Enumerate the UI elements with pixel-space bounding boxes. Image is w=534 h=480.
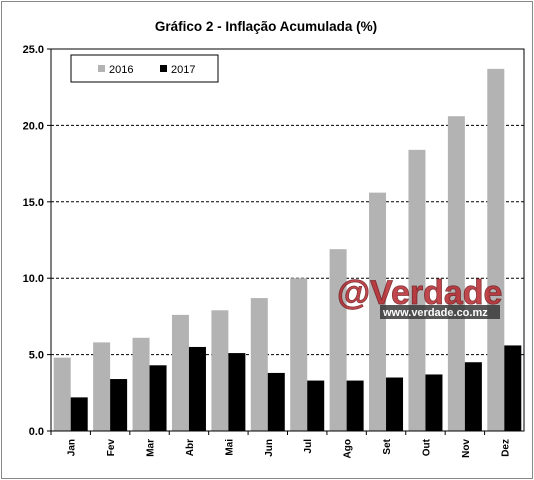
y-tick-label: 20.0 bbox=[23, 120, 44, 132]
watermark-url-band bbox=[380, 305, 500, 319]
x-tick-label: Mar bbox=[146, 439, 157, 457]
bar-2016-abr bbox=[171, 314, 189, 431]
x-tick-label: Dez bbox=[500, 439, 511, 457]
grid-lines bbox=[51, 124, 524, 356]
x-tick-labels: Jan Fev Mar Abr Mai Jun Jul Ago Set Out Nov Dez bbox=[50, 431, 511, 458]
x-tick-label: Set bbox=[382, 438, 393, 454]
bar-2017-abr bbox=[188, 346, 206, 431]
watermark-url: www.verdade.co.mz bbox=[382, 307, 488, 319]
bar-2017-jul bbox=[307, 380, 325, 431]
bar-2017-nov bbox=[464, 362, 482, 431]
bar-2017-ago bbox=[346, 380, 364, 431]
x-tick-label: Fev bbox=[106, 439, 117, 457]
bar-2017-jun bbox=[267, 372, 285, 431]
bar-2017-fev bbox=[110, 379, 128, 431]
bars bbox=[53, 68, 522, 432]
watermark: @Verdade www.verdade.co.mz bbox=[337, 274, 503, 319]
bar-2016-jul bbox=[290, 278, 308, 431]
bar-2016-set bbox=[369, 192, 387, 431]
bar-2016-fev bbox=[93, 342, 111, 431]
bar-2016-out bbox=[408, 149, 426, 431]
bar-2016-mai bbox=[211, 310, 229, 431]
legend-swatch-2016 bbox=[98, 65, 105, 72]
y-tick-label: 10.0 bbox=[23, 273, 44, 285]
x-tick-label: Jun bbox=[264, 439, 275, 457]
x-tick-label: Ago bbox=[343, 439, 354, 458]
x-tick-label: Jan bbox=[67, 439, 78, 456]
bar-2017-set bbox=[386, 377, 404, 431]
bar-2016-jun bbox=[250, 298, 268, 431]
x-tick-label: Mai bbox=[224, 439, 235, 456]
y-tick-label: 15.0 bbox=[23, 197, 44, 209]
bar-2016-dez bbox=[487, 68, 505, 431]
legend-label-2017: 2017 bbox=[171, 64, 195, 76]
bar-2017-mar bbox=[149, 365, 167, 431]
bar-2017-jan bbox=[70, 397, 88, 431]
x-tick-label: Jul bbox=[303, 439, 314, 454]
legend-swatch-2017 bbox=[160, 65, 167, 72]
y-tick-label: 0.0 bbox=[29, 426, 44, 438]
x-tick-label: Abr bbox=[185, 439, 196, 456]
bar-2017-mai bbox=[228, 353, 246, 431]
y-tick-label: 5.0 bbox=[29, 350, 44, 362]
y-tick-labels: 0.0 5.0 10.0 15.0 20.0 25.0 bbox=[23, 44, 51, 438]
bar-2016-ago bbox=[329, 249, 347, 431]
legend-label-2016: 2016 bbox=[109, 64, 133, 76]
bar-2017-dez bbox=[504, 345, 522, 431]
bar-2016-jan bbox=[53, 357, 71, 431]
legend: 2016 2017 bbox=[70, 54, 219, 83]
x-tick-label: Out bbox=[421, 438, 432, 456]
bar-2016-mar bbox=[132, 337, 150, 431]
bar-2017-out bbox=[425, 374, 443, 431]
bar-2016-nov bbox=[447, 116, 465, 432]
x-tick-label: Nov bbox=[461, 439, 472, 458]
chart-title: Gráfico 2 - Inflação Acumulada (%) bbox=[155, 19, 377, 34]
y-tick-label: 25.0 bbox=[23, 44, 44, 56]
legend-box bbox=[70, 54, 219, 83]
